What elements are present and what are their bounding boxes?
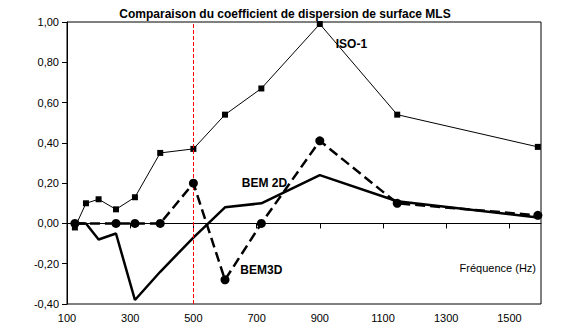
svg-text:100: 100 xyxy=(58,312,76,324)
svg-text:BEM 2D: BEM 2D xyxy=(242,176,288,190)
svg-text:1100: 1100 xyxy=(371,312,395,324)
svg-text:BEM3D: BEM3D xyxy=(240,263,282,277)
svg-text:0,40: 0,40 xyxy=(38,137,59,149)
svg-text:1,00: 1,00 xyxy=(38,16,59,28)
svg-text:-0,20: -0,20 xyxy=(34,258,59,270)
svg-text:0,00: 0,00 xyxy=(38,217,59,229)
svg-text:0,20: 0,20 xyxy=(38,177,59,189)
svg-text:700: 700 xyxy=(247,312,265,324)
svg-text:0,60: 0,60 xyxy=(38,97,59,109)
svg-text:Comparaison du coefficient de: Comparaison du coefficient de dispersion… xyxy=(119,7,450,21)
svg-text:-0,40: -0,40 xyxy=(34,298,59,310)
svg-text:ISO-1: ISO-1 xyxy=(336,37,368,51)
svg-text:900: 900 xyxy=(311,312,329,324)
svg-text:1500: 1500 xyxy=(497,312,521,324)
svg-text:Fréquence (Hz): Fréquence (Hz) xyxy=(460,262,536,274)
svg-text:1300: 1300 xyxy=(434,312,458,324)
svg-text:500: 500 xyxy=(184,312,202,324)
svg-text:300: 300 xyxy=(121,312,139,324)
svg-text:0,80: 0,80 xyxy=(38,56,59,68)
